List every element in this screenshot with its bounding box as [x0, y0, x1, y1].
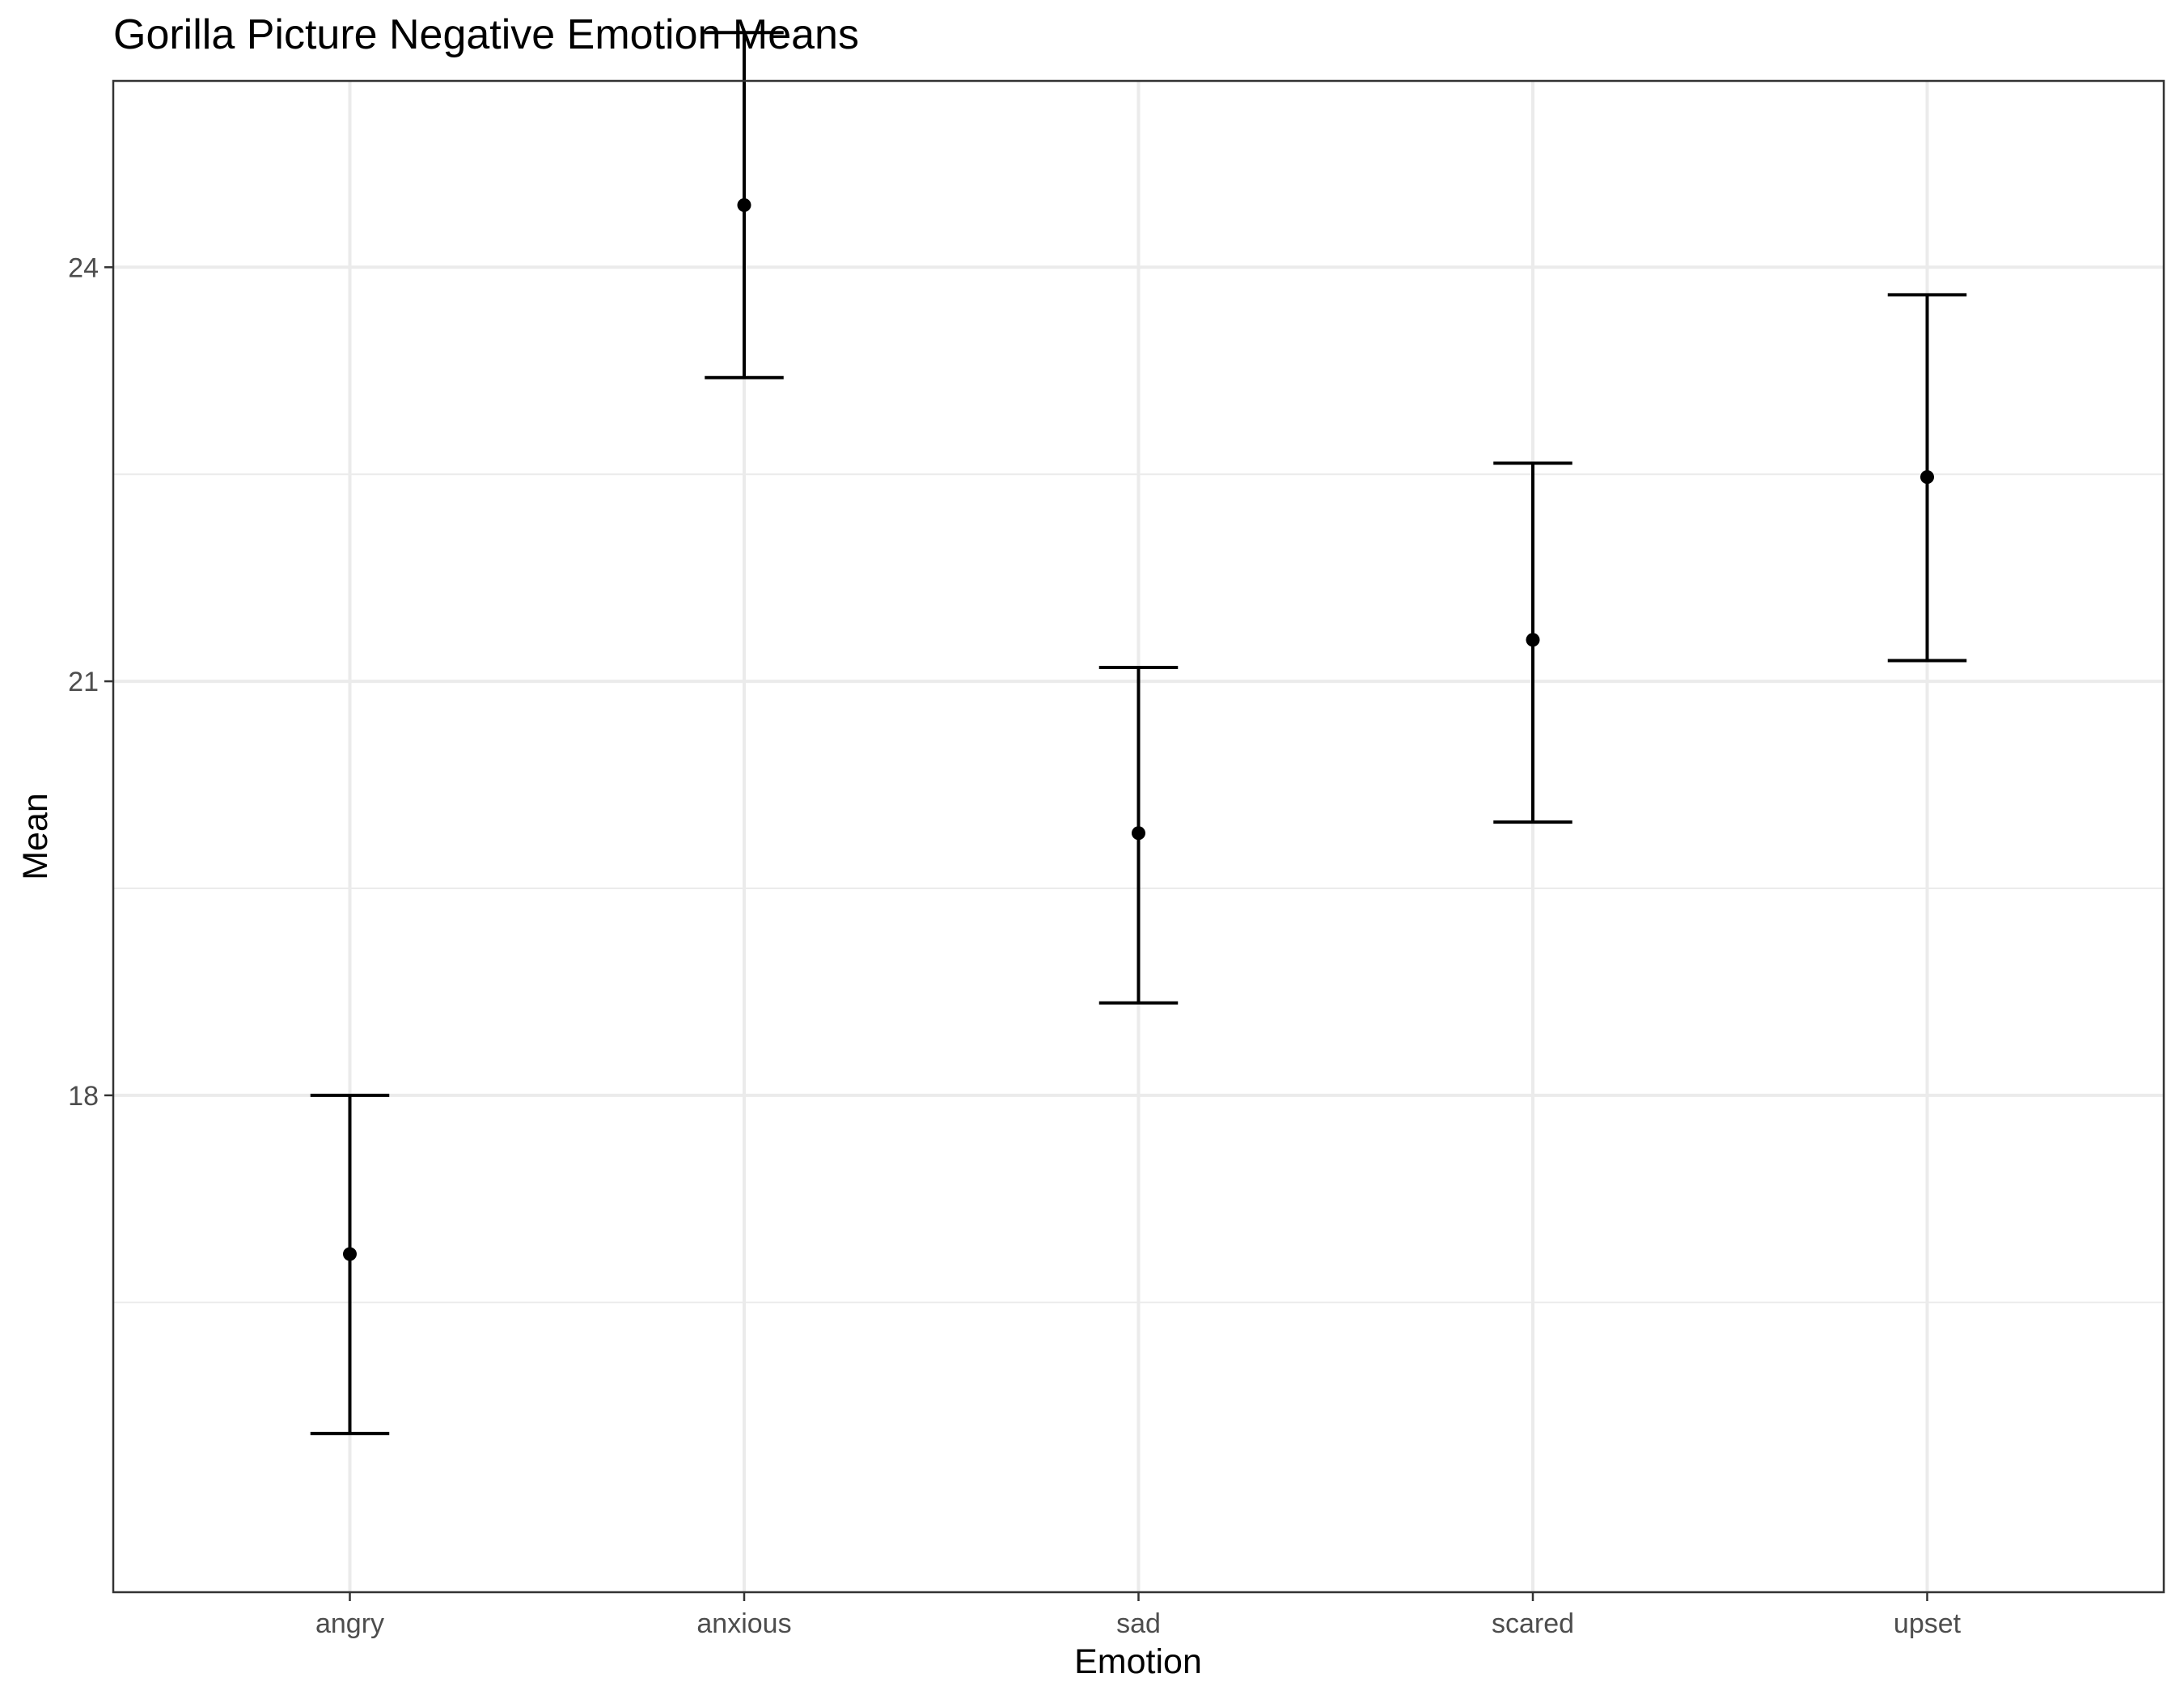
chart-title: Gorilla Picture Negative Emotion Means: [113, 11, 859, 58]
mean-point-angry: [343, 1247, 357, 1261]
data-marks: [310, 31, 1967, 1435]
mean-point-sad: [1132, 826, 1145, 841]
mean-point-upset: [1920, 470, 1934, 485]
y-tick-label: 21: [68, 667, 99, 697]
y-tick-label: 18: [68, 1081, 99, 1112]
axes: 18 21 24 angry anxious sad scared upset: [68, 252, 1961, 1639]
mean-point-anxious: [737, 198, 751, 213]
x-tick-label-sad: sad: [1116, 1608, 1161, 1639]
x-tick-label-upset: upset: [1894, 1608, 1962, 1639]
y-tick-label: 24: [68, 252, 99, 283]
x-tick-label-scared: scared: [1492, 1608, 1574, 1639]
x-tick-label-angry: angry: [315, 1608, 384, 1639]
error-bar-angry: [310, 1093, 390, 1435]
y-axis-title: Mean: [16, 793, 55, 880]
x-tick-label-anxious: anxious: [696, 1608, 791, 1639]
mean-point-scared: [1526, 633, 1540, 647]
x-axis-title: Emotion: [1074, 1642, 1202, 1681]
